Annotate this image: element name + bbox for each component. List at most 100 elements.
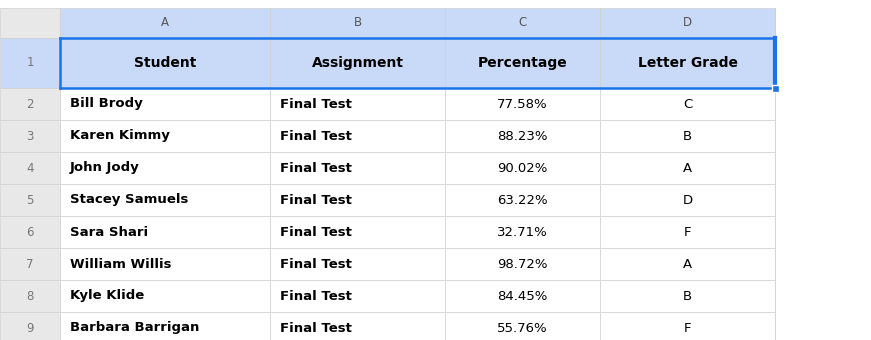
Bar [0,216,60,248]
Bar [0,312,60,340]
Bar [0,280,60,312]
Bar [270,248,445,280]
Text: 7: 7 [26,257,34,271]
Bar [270,120,445,152]
Bar [60,8,270,38]
Text: 63.22%: 63.22% [497,193,548,206]
Bar [60,88,270,120]
Text: Stacey Samuels: Stacey Samuels [70,193,188,206]
Bar [445,280,600,312]
Text: Percentage: Percentage [477,56,567,70]
Text: Bill Brody: Bill Brody [70,98,143,111]
Text: Final Test: Final Test [280,289,352,303]
Text: 8: 8 [26,289,34,303]
Text: 2: 2 [26,98,34,111]
Bar [600,248,775,280]
Text: John Jody: John Jody [70,162,139,174]
Bar [270,8,445,38]
Bar [445,88,600,120]
Text: B: B [683,130,692,142]
Bar [60,312,270,340]
Text: Final Test: Final Test [280,225,352,238]
Text: Final Test: Final Test [280,257,352,271]
Bar [445,184,600,216]
Bar [600,152,775,184]
Bar [0,152,60,184]
Bar [445,120,600,152]
Bar [60,280,270,312]
Bar [60,184,270,216]
Bar [0,248,60,280]
Text: C: C [518,17,527,30]
Bar [600,312,775,340]
Text: A: A [683,162,692,174]
Text: 77.58%: 77.58% [497,98,548,111]
Bar [270,38,445,88]
Text: F: F [684,225,692,238]
Bar [600,184,775,216]
Bar [0,184,60,216]
Bar [445,216,600,248]
Bar [445,312,600,340]
Text: Final Test: Final Test [280,322,352,335]
Text: Letter Grade: Letter Grade [638,56,738,70]
Bar [270,184,445,216]
Text: Final Test: Final Test [280,162,352,174]
Bar [60,38,270,88]
Text: 9: 9 [26,322,34,335]
Bar [60,248,270,280]
Text: William Willis: William Willis [70,257,172,271]
Bar [0,38,60,88]
Text: 3: 3 [26,130,34,142]
Bar [600,280,775,312]
Text: Barbara Barrigan: Barbara Barrigan [70,322,199,335]
Text: 5: 5 [26,193,34,206]
Bar [772,85,779,91]
Text: A: A [161,17,169,30]
Bar [445,8,600,38]
Text: B: B [354,17,361,30]
Bar [270,88,445,120]
Bar [445,152,600,184]
Bar [60,152,270,184]
Text: 90.02%: 90.02% [497,162,548,174]
Bar [60,216,270,248]
Bar [270,312,445,340]
Text: D: D [683,193,692,206]
Text: Final Test: Final Test [280,193,352,206]
Text: F: F [684,322,692,335]
Bar [600,8,775,38]
Text: 88.23%: 88.23% [497,130,548,142]
Bar [445,38,600,88]
Bar [270,216,445,248]
Text: 84.45%: 84.45% [497,289,548,303]
Bar [600,88,775,120]
Text: C: C [683,98,692,111]
Text: 98.72%: 98.72% [497,257,548,271]
Text: Student: Student [134,56,196,70]
Bar [270,152,445,184]
Text: Assignment: Assignment [312,56,403,70]
Text: Final Test: Final Test [280,130,352,142]
Bar [0,88,60,120]
Bar [600,120,775,152]
Text: Sara Shari: Sara Shari [70,225,148,238]
Text: 55.76%: 55.76% [497,322,548,335]
Bar [60,120,270,152]
Bar [0,120,60,152]
Text: B: B [683,289,692,303]
Text: 1: 1 [26,56,34,69]
Bar [270,280,445,312]
Text: A: A [683,257,692,271]
Bar [600,38,775,88]
Text: D: D [683,17,692,30]
Text: Final Test: Final Test [280,98,352,111]
Text: 32.71%: 32.71% [497,225,548,238]
Bar [445,248,600,280]
Text: Karen Kimmy: Karen Kimmy [70,130,170,142]
Text: 6: 6 [26,225,34,238]
Text: Kyle Klide: Kyle Klide [70,289,145,303]
Text: 4: 4 [26,162,34,174]
Bar [600,216,775,248]
Bar [0,8,60,38]
